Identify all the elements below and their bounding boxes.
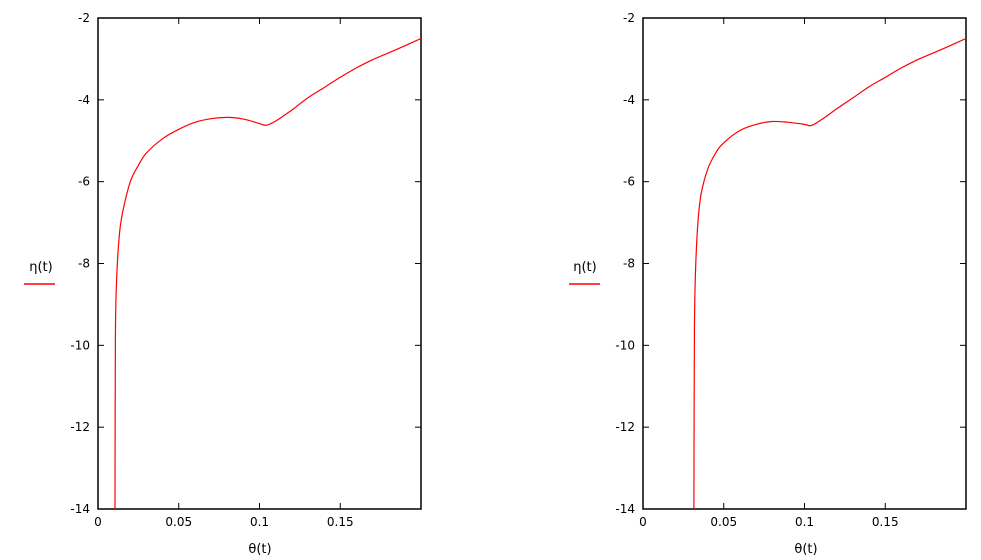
xlabel-right: θ(t) bbox=[794, 542, 817, 557]
xlabel-left: θ(t) bbox=[248, 542, 271, 557]
y-tick-label-right: -6 bbox=[623, 175, 635, 189]
x-tick-label-left: 0.15 bbox=[327, 515, 354, 529]
series-line-left bbox=[114, 37, 422, 510]
plot-area-left bbox=[97, 17, 422, 510]
x-tick-label-right: 0 bbox=[639, 515, 647, 529]
ylabel-right: η(t) bbox=[573, 260, 596, 275]
series-line-right bbox=[693, 37, 967, 510]
y-tick-label-left: -6 bbox=[78, 175, 90, 189]
y-tick-label-right: -12 bbox=[615, 420, 635, 434]
y-tick-label-left: -12 bbox=[70, 420, 90, 434]
y-tick-label-left: -2 bbox=[78, 11, 90, 25]
y-tick-label-left: -14 bbox=[70, 502, 90, 516]
chart-left: -2 -4 -6 -8 -10 -12 -14 0 0.05 0.1 0.15 η(t) θ(t) bbox=[24, 11, 422, 557]
y-ticks-right: -2 -4 -6 -8 -10 -12 -14 bbox=[615, 11, 966, 516]
ylabel-left: η(t) bbox=[29, 260, 52, 275]
y-tick-label-right: -10 bbox=[615, 338, 635, 352]
x-ticks-left: 0 0.05 0.1 0.15 bbox=[94, 18, 354, 529]
y-ticks-left: -2 -4 -6 -8 -10 -12 -14 bbox=[70, 11, 421, 516]
y-tick-label-right: -2 bbox=[623, 11, 635, 25]
y-tick-label-left: -4 bbox=[78, 93, 90, 107]
x-tick-label-right: 0.1 bbox=[795, 515, 814, 529]
y-tick-label-right: -4 bbox=[623, 93, 635, 107]
y-tick-label-right: -14 bbox=[615, 502, 635, 516]
x-tick-label-right: 0.05 bbox=[710, 515, 737, 529]
x-ticks-right: 0 0.05 0.1 0.15 bbox=[639, 18, 899, 529]
y-tick-label-left: -10 bbox=[70, 338, 90, 352]
plot-area-right bbox=[642, 17, 967, 510]
x-tick-label-right: 0.15 bbox=[872, 515, 899, 529]
x-tick-label-left: 0.05 bbox=[165, 515, 192, 529]
y-tick-label-right: -8 bbox=[623, 257, 635, 271]
y-tick-label-left: -8 bbox=[78, 257, 90, 271]
x-tick-label-left: 0.1 bbox=[250, 515, 269, 529]
chart-right: -2 -4 -6 -8 -10 -12 -14 0 0.05 0.1 0.15 η(t) θ(t) bbox=[569, 11, 967, 557]
x-tick-label-left: 0 bbox=[94, 515, 102, 529]
